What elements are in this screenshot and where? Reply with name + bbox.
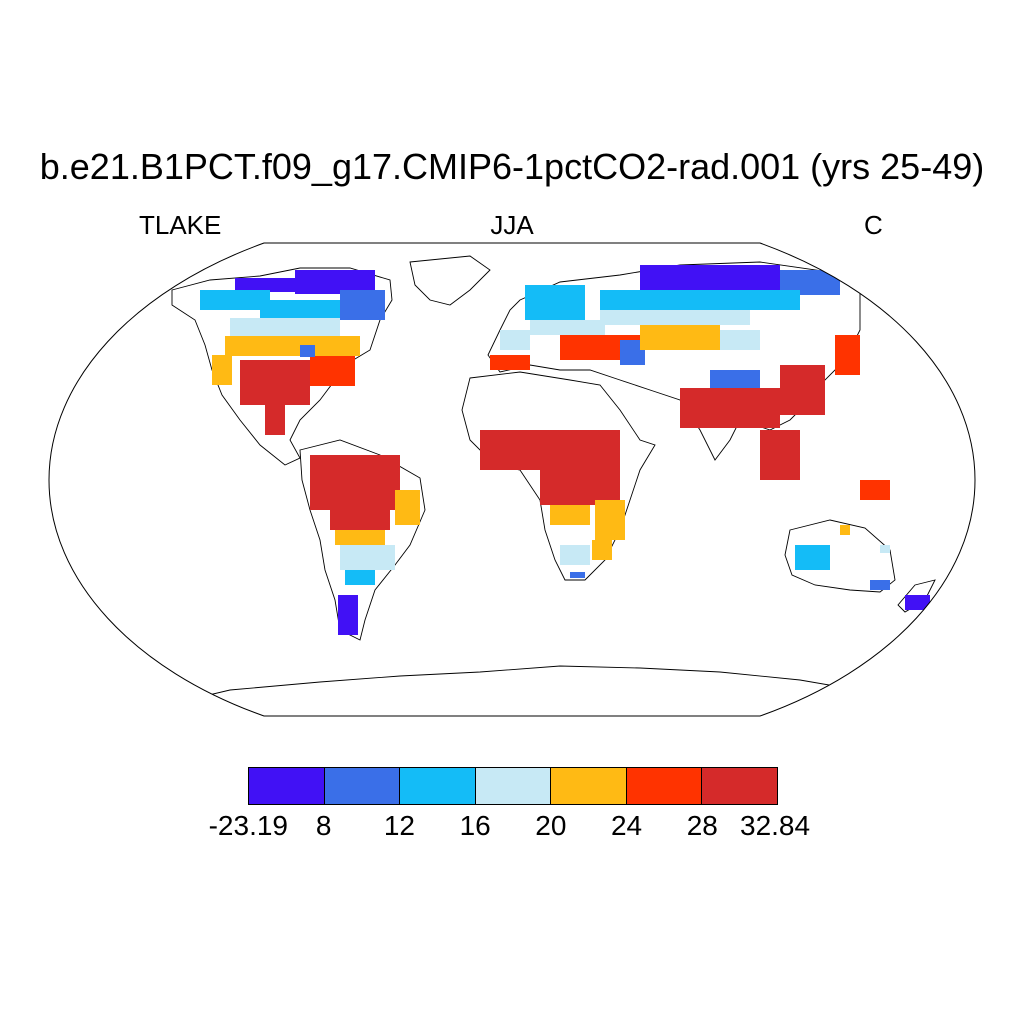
colorbar-tick-label: 20 — [535, 810, 567, 841]
colorbar-tick-label: 32.84 — [740, 810, 811, 841]
plot-title: b.e21.B1PCT.f09_g17.CMIP6-1pctCO2-rad.00… — [39, 146, 985, 187]
colorbar-tick-label: 16 — [459, 810, 491, 841]
colorbar-tick-label: 24 — [610, 810, 643, 841]
map-frame — [48, 242, 976, 717]
colorbar-swatch-6 — [702, 768, 778, 804]
colorbar-tick-label: 12 — [383, 810, 415, 841]
colorbar-tick-label: 8 — [315, 810, 332, 841]
colorbar-swatch-3 — [475, 768, 552, 804]
season-label: JJA — [490, 210, 534, 240]
colorbar — [248, 767, 778, 805]
data-cells — [200, 265, 930, 635]
colorbar-swatch-4 — [551, 768, 627, 804]
colorbar-tick-label: -23.19 — [208, 810, 288, 841]
greenland — [409, 255, 491, 306]
variable-label: TLAKE — [139, 210, 222, 240]
colorbar-swatch-5 — [626, 768, 703, 804]
australia — [784, 519, 896, 593]
colorbar-tick-label: 28 — [686, 810, 718, 841]
colorbar-swatch-1 — [324, 768, 401, 804]
units-label: C — [864, 210, 883, 240]
colorbar-swatch-0 — [249, 768, 325, 804]
antarctica — [119, 665, 902, 716]
colorbar-swatch-2 — [400, 768, 476, 804]
